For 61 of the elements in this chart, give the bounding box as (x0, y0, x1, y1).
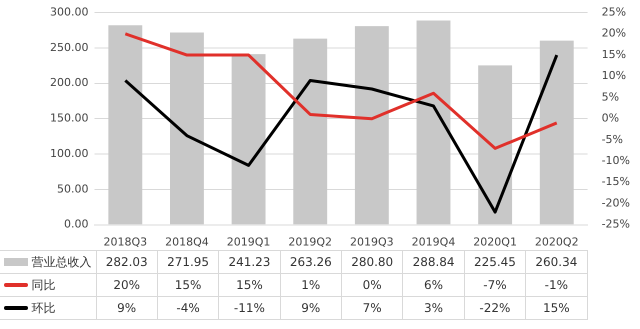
data-label: 9% (280, 296, 342, 320)
data-label: 15% (526, 296, 588, 320)
y2-tick-label: 15% (602, 48, 626, 61)
x-tick-label: 2019Q3 (350, 235, 394, 248)
data-label: 263.26 (280, 250, 342, 274)
data-label: 280.80 (342, 250, 403, 274)
y-tick-label: 200.00 (50, 76, 88, 90)
data-label: 0% (342, 274, 403, 296)
bar (354, 26, 389, 224)
data-label: 282.03 (96, 250, 158, 274)
x-tick-label: 2018Q3 (103, 235, 148, 248)
data-label: 15% (218, 274, 280, 296)
y2-tick-label: 0% (602, 112, 620, 125)
data-label: 241.23 (218, 250, 280, 274)
legend-label: 环比 (32, 300, 56, 314)
y2-tick-label: 20% (602, 26, 626, 40)
data-label: 3% (402, 296, 464, 320)
legend-label: 营业总收入 (32, 254, 92, 268)
data-label: 7% (342, 296, 403, 320)
x-tick-label: 2018Q4 (165, 235, 209, 248)
bar (478, 65, 512, 224)
x-tick-label: 2019Q1 (226, 235, 270, 248)
bar (540, 40, 574, 224)
y2-tick-label: 10% (602, 69, 626, 82)
data-label: 20% (96, 274, 158, 296)
y-tick-label: 250.00 (50, 40, 88, 54)
data-label: 225.45 (464, 250, 526, 274)
bar (416, 20, 450, 224)
y2-tick-label: -15% (602, 175, 630, 188)
y-tick-label: 0.00 (64, 218, 88, 231)
y-tick-label: 300.00 (50, 5, 88, 18)
data-label: -22% (464, 296, 526, 320)
bar (232, 54, 266, 224)
y2-tick-label: 5% (602, 90, 620, 104)
y-tick-label: 150.00 (50, 112, 88, 125)
data-label: -4% (157, 296, 219, 320)
data-label: 271.95 (157, 250, 219, 274)
x-tick-label: 2020Q1 (473, 235, 517, 248)
data-label: -1% (526, 274, 588, 296)
x-tick-label: 2019Q2 (288, 235, 332, 248)
data-label: 288.84 (402, 250, 464, 274)
y2-tick-label: -20% (602, 196, 630, 210)
data-label: 6% (402, 274, 464, 296)
data-label: -7% (464, 274, 526, 296)
data-label: -11% (218, 296, 280, 320)
bar (293, 38, 328, 224)
legend-label: 同比 (32, 278, 56, 292)
data-label: 9% (96, 296, 158, 320)
y-tick-label: 100.00 (50, 146, 88, 160)
data-label: 1% (280, 274, 342, 296)
bar (108, 25, 142, 224)
y2-tick-label: 25% (602, 5, 626, 18)
y2-tick-label: -10% (602, 154, 630, 167)
bar (170, 32, 204, 224)
y2-tick-label: -5% (602, 132, 624, 146)
y2-tick-label: -25% (602, 218, 630, 231)
data-label: 15% (157, 274, 219, 296)
x-tick-label: 2019Q4 (412, 235, 456, 248)
y-tick-label: 50.00 (56, 182, 88, 196)
x-tick-label: 2020Q2 (534, 235, 579, 248)
data-label: 260.34 (526, 250, 588, 274)
